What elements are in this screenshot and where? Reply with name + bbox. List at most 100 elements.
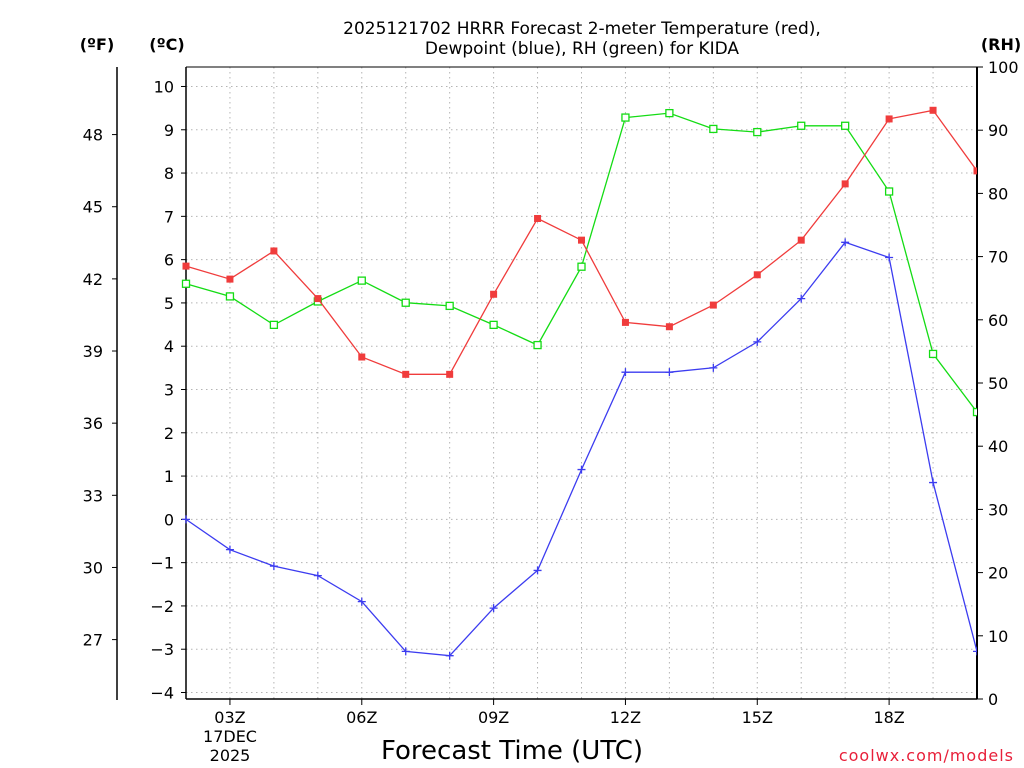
- temperature-point: [621, 318, 629, 326]
- temperature-point: [665, 323, 673, 331]
- temperature-point: [226, 275, 234, 283]
- rh-tick-label: 60: [988, 311, 1008, 330]
- fahrenheit-tick-label: 48: [83, 126, 103, 145]
- rh-tick-label: 90: [988, 121, 1008, 140]
- fahrenheit-tick-label: 33: [83, 486, 103, 505]
- temperature-point: [841, 180, 849, 188]
- dewpoint-point: [577, 465, 586, 474]
- fahrenheit-tick-label: 39: [83, 342, 103, 361]
- series-dewpoint: [182, 238, 977, 660]
- temperature-point: [709, 301, 717, 309]
- rh-point: [709, 124, 718, 134]
- celsius-tick-label: 7: [164, 207, 174, 226]
- celsius-tick-label: 9: [164, 121, 174, 140]
- rh-point: [884, 187, 894, 196]
- rh-point: [445, 301, 454, 311]
- dewpoint-point: [665, 368, 674, 377]
- rh-point: [181, 279, 191, 288]
- rh-tick-label: 30: [988, 500, 1008, 519]
- celsius-tick-label: 3: [164, 380, 174, 399]
- rh-unit-label: (RH): [981, 35, 1021, 54]
- rh-tick-label: 10: [988, 627, 1008, 646]
- grid-lines: [186, 67, 977, 699]
- temperature-point: [929, 106, 937, 114]
- x-tick-label: 18Z: [873, 708, 904, 727]
- x-tick-label: 15Z: [742, 708, 773, 727]
- series-rh: [181, 108, 977, 417]
- axes: [112, 66, 983, 705]
- rh-point: [665, 108, 674, 118]
- chart-title-line-2: Dewpoint (blue), RH (green) for KIDA: [425, 39, 740, 59]
- temperature-point: [885, 115, 893, 123]
- celsius-unit-label: (ºC): [149, 35, 184, 54]
- rh-point: [928, 349, 938, 359]
- fahrenheit-tick-label: 45: [83, 198, 103, 217]
- temperature-point: [314, 295, 322, 303]
- dewpoint-line: [185, 241, 977, 657]
- temperature-point: [490, 290, 498, 298]
- rh-point: [797, 121, 806, 130]
- fahrenheit-tick-label: 27: [83, 631, 103, 650]
- chart-title-line-1: 2025121702 HRRR Forecast 2-meter Tempera…: [343, 19, 821, 39]
- credit-text: coolwx.com/models: [839, 746, 1014, 765]
- dewpoint-point: [885, 253, 894, 262]
- rh-point: [269, 320, 279, 330]
- temperature-point: [358, 353, 366, 361]
- celsius-tick-label: 8: [164, 164, 174, 183]
- rh-point: [841, 121, 850, 130]
- celsius-tick-label: 1: [164, 467, 174, 486]
- dewpoint-point: [445, 651, 454, 660]
- fahrenheit-tick-label: 36: [83, 414, 103, 433]
- rh-tick-label: 70: [988, 248, 1008, 267]
- rh-point: [753, 127, 762, 137]
- dewpoint-point: [753, 337, 762, 346]
- celsius-tick-label: −4: [150, 684, 174, 703]
- x-tick-label: 06Z: [346, 708, 377, 727]
- rh-tick-label: 80: [988, 184, 1008, 203]
- celsius-tick-label: 10: [154, 77, 174, 96]
- celsius-tick-label: −2: [150, 597, 174, 616]
- rh-point: [577, 262, 586, 271]
- rh-point: [533, 340, 542, 350]
- temperature-point: [973, 167, 977, 175]
- celsius-tick-label: 5: [164, 294, 174, 313]
- date-label-line-2: 2025: [210, 746, 251, 765]
- temperature-point: [270, 247, 278, 255]
- dewpoint-point: [709, 363, 718, 372]
- temperature-point: [578, 236, 585, 244]
- dewpoint-point: [269, 562, 278, 571]
- celsius-tick-label: 6: [164, 251, 174, 270]
- dewpoint-point: [182, 515, 190, 524]
- dewpoint-point: [401, 647, 410, 656]
- rh-tick-label: 20: [988, 564, 1008, 583]
- rh-point: [225, 292, 235, 301]
- data-series: [181, 106, 977, 660]
- date-label-line-1: 17DEC: [203, 727, 257, 746]
- dewpoint-point: [797, 294, 806, 303]
- temperature-point: [753, 271, 761, 279]
- celsius-tick-label: −3: [150, 640, 174, 659]
- celsius-tick-label: 4: [164, 337, 174, 356]
- x-tick-label: 03Z: [214, 708, 245, 727]
- dewpoint-point: [225, 545, 234, 554]
- rh-tick-label: 0: [988, 690, 998, 709]
- dewpoint-point: [489, 604, 498, 613]
- rh-point: [972, 407, 977, 417]
- rh-point: [621, 113, 630, 122]
- celsius-tick-label: 0: [164, 510, 174, 529]
- rh-point: [489, 320, 498, 330]
- rh-point: [401, 298, 410, 307]
- dewpoint-point: [841, 238, 850, 247]
- fahrenheit-tick-label: 42: [83, 270, 103, 289]
- dewpoint-point: [973, 647, 977, 656]
- temperature-point: [402, 370, 410, 378]
- dewpoint-point: [313, 571, 322, 580]
- dewpoint-point: [357, 597, 366, 606]
- dewpoint-point: [929, 478, 938, 487]
- rh-tick-label: 50: [988, 374, 1008, 393]
- fahrenheit-unit-label: (ºF): [80, 35, 115, 54]
- rh-tick-label: 100: [988, 58, 1019, 77]
- rh-tick-label: 40: [988, 437, 1008, 456]
- temperature-point: [797, 236, 805, 244]
